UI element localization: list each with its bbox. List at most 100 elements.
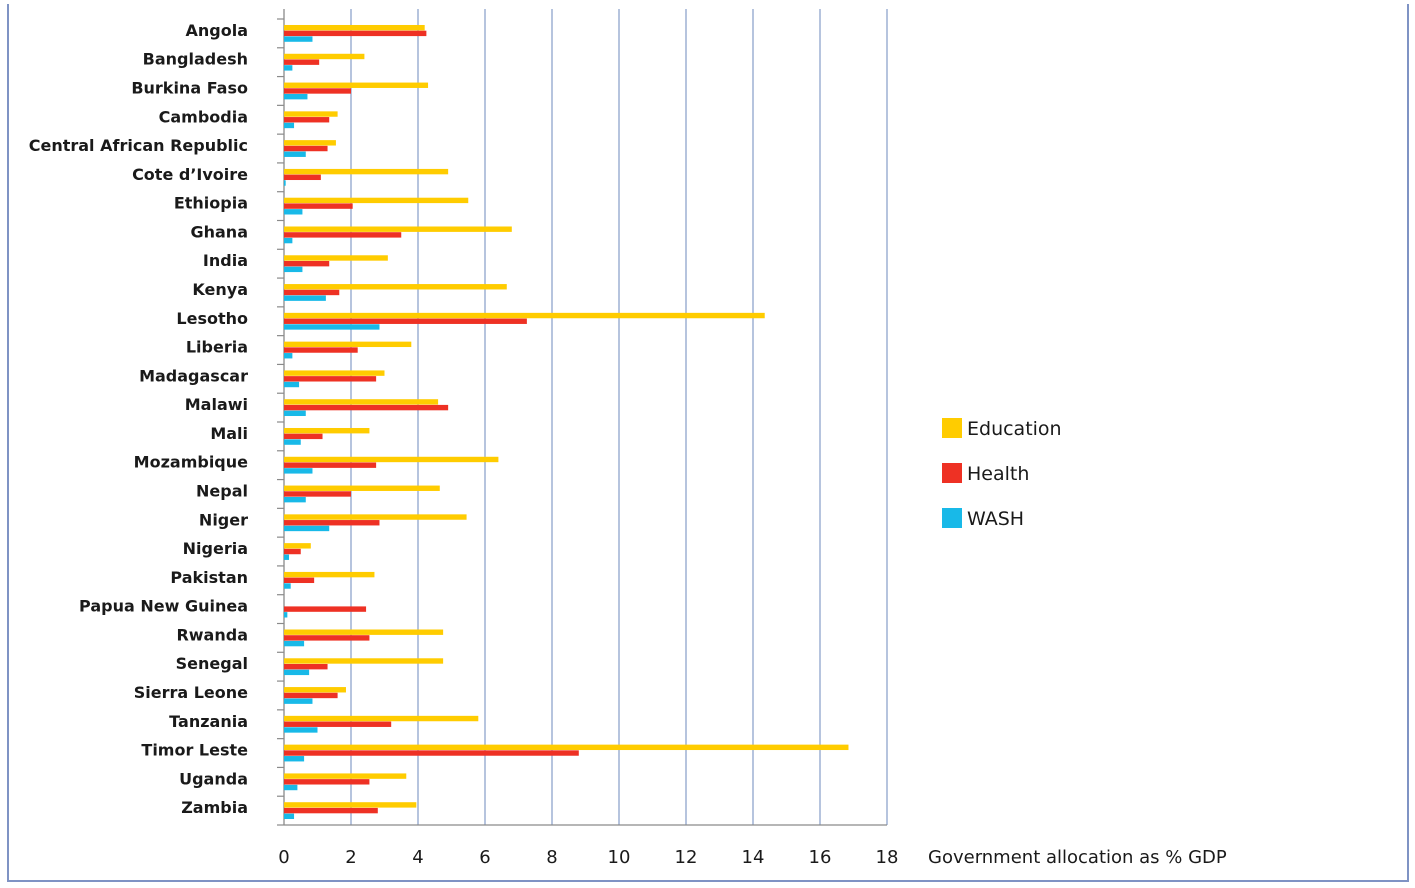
category-label: Papua New Guinea bbox=[79, 597, 248, 616]
category-label: Liberia bbox=[186, 338, 248, 357]
category-label: Madagascar bbox=[139, 366, 248, 385]
bar-wash bbox=[284, 36, 313, 42]
category-label: India bbox=[203, 251, 248, 270]
bar-wash bbox=[284, 439, 301, 445]
x-tick-label: 16 bbox=[809, 847, 832, 868]
bar-health bbox=[284, 433, 323, 440]
bar-wash bbox=[284, 583, 291, 589]
bar-wash bbox=[284, 266, 303, 273]
bar-health bbox=[284, 577, 315, 584]
category-label: Pakistan bbox=[170, 568, 248, 587]
bar-wash bbox=[284, 353, 293, 359]
bar-wash bbox=[284, 381, 300, 388]
bar-health bbox=[284, 462, 377, 468]
bar-health bbox=[284, 145, 328, 152]
bar-education bbox=[284, 485, 440, 491]
bar-health bbox=[284, 232, 402, 238]
bar-wash bbox=[284, 669, 310, 676]
category-label: Ethiopia bbox=[174, 194, 248, 213]
bar-wash bbox=[284, 525, 330, 532]
category-label: Timor Leste bbox=[141, 741, 248, 760]
bar-education bbox=[284, 197, 469, 204]
bar-wash bbox=[284, 612, 288, 618]
legend-swatch-health bbox=[942, 463, 962, 483]
bar-wash bbox=[284, 410, 306, 417]
bar-wash bbox=[284, 468, 313, 474]
category-label: Rwanda bbox=[176, 625, 248, 644]
bar-education bbox=[284, 140, 336, 146]
x-tick-label: 10 bbox=[608, 847, 631, 868]
bar-health bbox=[284, 174, 321, 181]
category-label: Lesotho bbox=[176, 309, 248, 328]
bar-education bbox=[284, 226, 512, 232]
bar-health bbox=[284, 520, 380, 526]
bar-education bbox=[284, 370, 385, 376]
bar-health bbox=[284, 260, 330, 267]
bar-wash bbox=[284, 813, 295, 820]
legend-swatch-wash bbox=[942, 508, 962, 528]
bar-education bbox=[284, 802, 417, 808]
bar-education bbox=[284, 111, 338, 117]
category-label: Ghana bbox=[190, 222, 248, 241]
bar-health bbox=[284, 318, 527, 324]
bar-education bbox=[284, 24, 425, 31]
x-tick-label: 12 bbox=[675, 847, 698, 868]
category-label: Niger bbox=[199, 510, 248, 529]
bar-health bbox=[284, 289, 340, 296]
legend-label: Education bbox=[967, 418, 1062, 440]
bar-education bbox=[284, 715, 479, 722]
bar-health bbox=[284, 692, 338, 699]
chart-frame bbox=[7, 4, 1409, 882]
category-label: Kenya bbox=[192, 280, 248, 299]
legend-swatch-education bbox=[942, 418, 962, 438]
bar-health bbox=[284, 88, 351, 94]
bar-health bbox=[284, 491, 351, 497]
bar-wash bbox=[284, 756, 305, 762]
bar-health bbox=[284, 663, 328, 670]
x-tick-label: 6 bbox=[479, 847, 490, 868]
category-label: Uganda bbox=[179, 769, 248, 788]
bar-education bbox=[284, 687, 346, 693]
bar-health bbox=[284, 203, 353, 209]
category-label: Cote d’Ivoire bbox=[132, 165, 248, 184]
category-label: Nepal bbox=[196, 481, 248, 500]
bar-wash bbox=[284, 324, 380, 330]
bar-health bbox=[284, 117, 330, 123]
bar-health bbox=[284, 59, 320, 65]
x-tick-label: 18 bbox=[876, 847, 899, 868]
bar-health bbox=[284, 548, 301, 555]
category-label: Mali bbox=[210, 424, 248, 443]
bar-education bbox=[284, 427, 370, 434]
category-label: Senegal bbox=[176, 654, 248, 673]
bar-wash bbox=[284, 698, 313, 704]
x-axis-title: Government allocation as % GDP bbox=[928, 847, 1227, 868]
legend-label: Health bbox=[967, 463, 1029, 485]
category-label: Sierra Leone bbox=[134, 683, 248, 702]
bar-wash bbox=[284, 640, 305, 647]
bar-health bbox=[284, 404, 449, 411]
category-label: Nigeria bbox=[183, 539, 248, 558]
bar-wash bbox=[284, 151, 306, 157]
bar-education bbox=[284, 773, 407, 779]
bar-education bbox=[284, 543, 311, 549]
category-label: Burkina Faso bbox=[131, 78, 248, 97]
bar-health bbox=[284, 30, 427, 37]
bar-health bbox=[284, 635, 370, 641]
bar-wash bbox=[284, 180, 286, 186]
bar-education bbox=[284, 255, 388, 261]
bar-education bbox=[284, 168, 449, 175]
bar-wash bbox=[284, 237, 293, 244]
category-label: Central African Republic bbox=[29, 136, 248, 155]
x-tick-label: 4 bbox=[412, 847, 423, 868]
category-label: Cambodia bbox=[159, 107, 248, 126]
bar-wash bbox=[284, 554, 290, 560]
bar-education bbox=[284, 53, 365, 60]
bar-education bbox=[284, 312, 765, 319]
bar-wash bbox=[284, 727, 318, 733]
bar-education bbox=[284, 341, 412, 348]
bar-education bbox=[284, 658, 444, 664]
category-label: Tanzania bbox=[169, 712, 248, 731]
bar-wash bbox=[284, 496, 306, 503]
category-label: Malawi bbox=[185, 395, 248, 414]
